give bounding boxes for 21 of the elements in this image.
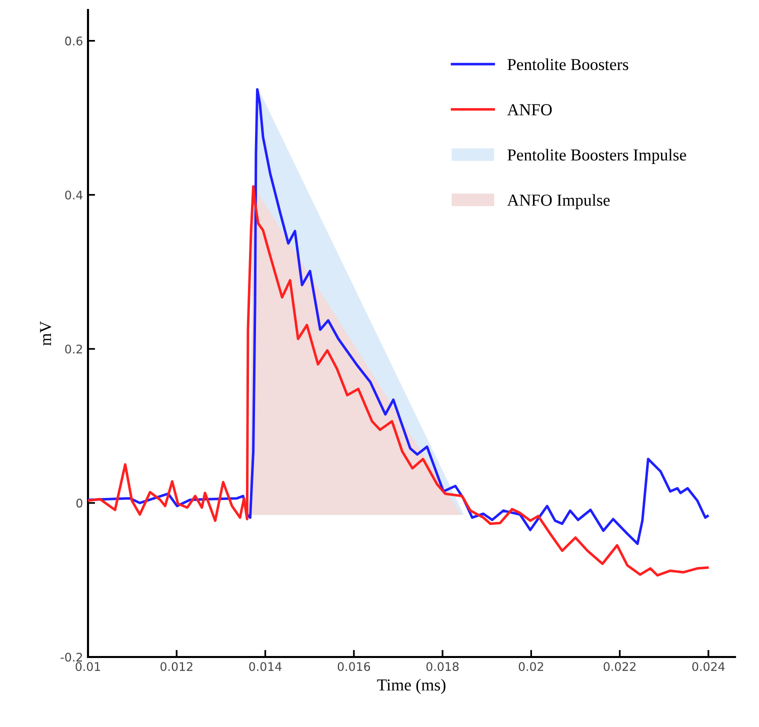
y-tick-label: 0.2 (65, 344, 82, 354)
x-tick-label: 0.016 (338, 662, 370, 671)
line-series (88, 88, 709, 546)
legend-label: Pentolite Boosters Impulse (508, 148, 686, 164)
y-tick-label: 0 (76, 498, 82, 508)
x-axis-title: Time (ms) (377, 678, 446, 694)
line-series (88, 185, 709, 577)
y-tick-label: 0.6 (65, 36, 82, 46)
x-tick-label: 0.012 (160, 662, 192, 671)
legend-label: ANFO (507, 104, 552, 116)
legend-label: Pentolite Boosters (508, 58, 628, 70)
y-axis-title: mV (40, 321, 52, 346)
y-tick-label: -0.2 (60, 652, 82, 662)
x-tick-label: 0.01 (76, 662, 100, 671)
x-tick-label: 0.018 (426, 662, 459, 671)
x-tick-label: 0.014 (249, 662, 282, 671)
legend-label: ANFO Impulse (507, 194, 610, 210)
x-tick-label: 0.024 (692, 662, 725, 671)
x-tick-label: 0.02 (518, 662, 544, 671)
x-tick-label: 0.022 (604, 662, 636, 671)
y-tick-label: 0.4 (65, 190, 82, 200)
